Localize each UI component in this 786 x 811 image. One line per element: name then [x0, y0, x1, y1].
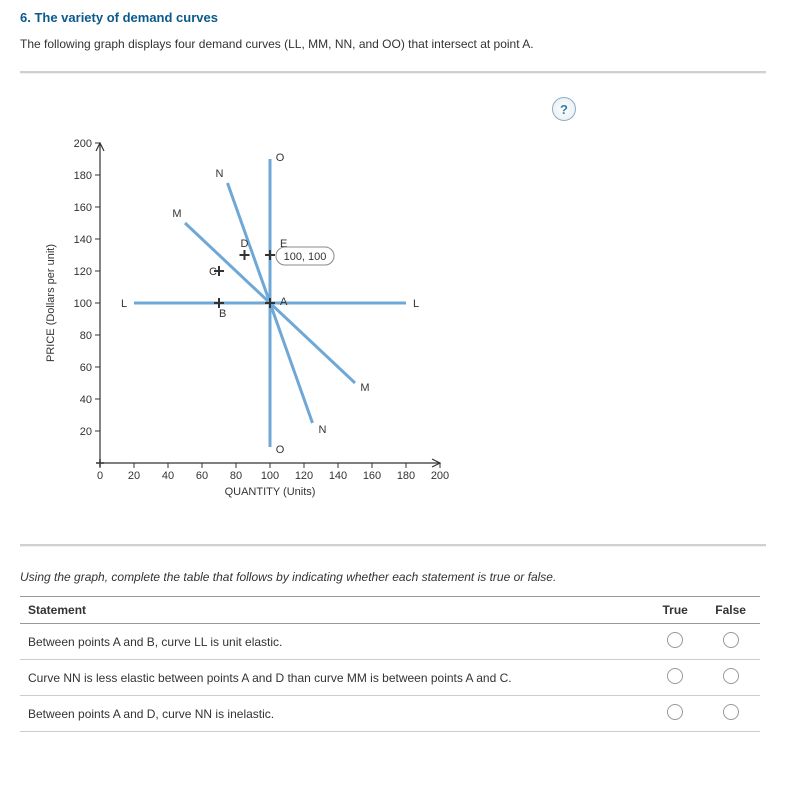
col-false: False — [701, 597, 760, 624]
true-cell — [649, 696, 701, 732]
radio-false[interactable] — [723, 632, 739, 648]
y-tick-label: 200 — [74, 138, 92, 150]
y-tick-label: 160 — [74, 202, 92, 214]
col-statement: Statement — [20, 597, 649, 624]
x-tick-label: 140 — [329, 470, 347, 482]
col-true: True — [649, 597, 701, 624]
x-tick-label: 40 — [162, 470, 174, 482]
x-tick-label: 180 — [397, 470, 415, 482]
y-axis-title: PRICE (Dollars per unit) — [45, 244, 57, 362]
y-tick-label: 100 — [74, 298, 92, 310]
separator-top — [20, 71, 766, 73]
x-tick-label: 20 — [128, 470, 140, 482]
false-cell — [701, 624, 760, 660]
x-tick-label: 100 — [261, 470, 279, 482]
y-tick-label: 140 — [74, 234, 92, 246]
radio-false[interactable] — [723, 668, 739, 684]
y-tick-label: 120 — [74, 266, 92, 278]
x-tick-label: 60 — [196, 470, 208, 482]
true-cell — [649, 624, 701, 660]
separator-bottom — [20, 544, 766, 546]
curve-label: O — [276, 444, 285, 456]
statement-cell: Curve NN is less elastic between points … — [20, 660, 649, 696]
y-tick-label: 60 — [80, 362, 92, 374]
x-axis-title: QUANTITY (Units) — [225, 486, 316, 498]
section-heading: 6. The variety of demand curves — [20, 10, 766, 25]
table-row: Between points A and D, curve NN is inel… — [20, 696, 760, 732]
instruction-text: Using the graph, complete the table that… — [20, 570, 766, 584]
curve-label: O — [276, 152, 285, 164]
curve-label: M — [172, 208, 181, 220]
x-tick-label: 120 — [295, 470, 313, 482]
point-label-D: D — [241, 238, 249, 250]
x-tick-label: 160 — [363, 470, 381, 482]
chart-container: ? 0 20 40 60 80 100 120 140 160 180 200 20 40 60 80 100… — [20, 93, 580, 536]
point-label-B: B — [219, 308, 226, 320]
y-tick-label: 80 — [80, 330, 92, 342]
statement-cell: Between points A and B, curve LL is unit… — [20, 624, 649, 660]
y-tick-label: 20 — [80, 426, 92, 438]
x-tick-label: 0 — [97, 470, 103, 482]
radio-true[interactable] — [667, 704, 683, 720]
statements-table: Statement True False Between points A an… — [20, 596, 760, 732]
demand-curves-chart: 0 20 40 60 80 100 120 140 160 180 200 20 40 60 80 100 12… — [30, 103, 450, 523]
x-tick-label: 80 — [230, 470, 242, 482]
false-cell — [701, 660, 760, 696]
curve-label: M — [360, 382, 369, 394]
intro-text: The following graph displays four demand… — [20, 37, 766, 51]
curve-label: N — [216, 168, 224, 180]
statement-cell: Between points A and D, curve NN is inel… — [20, 696, 649, 732]
y-tick-label: 40 — [80, 394, 92, 406]
curve-label: L — [121, 298, 127, 310]
x-tick-label: 200 — [431, 470, 449, 482]
radio-true[interactable] — [667, 668, 683, 684]
point-label-A: A — [280, 296, 288, 308]
tooltip-text: 100, 100 — [284, 251, 327, 263]
y-tick-label: 180 — [74, 170, 92, 182]
radio-false[interactable] — [723, 704, 739, 720]
true-cell — [649, 660, 701, 696]
point-label-C: C — [209, 266, 217, 278]
help-button[interactable]: ? — [552, 97, 576, 121]
curve-label: L — [413, 298, 419, 310]
radio-true[interactable] — [667, 632, 683, 648]
curve-label: N — [319, 424, 327, 436]
table-row: Curve NN is less elastic between points … — [20, 660, 760, 696]
false-cell — [701, 696, 760, 732]
table-row: Between points A and B, curve LL is unit… — [20, 624, 760, 660]
